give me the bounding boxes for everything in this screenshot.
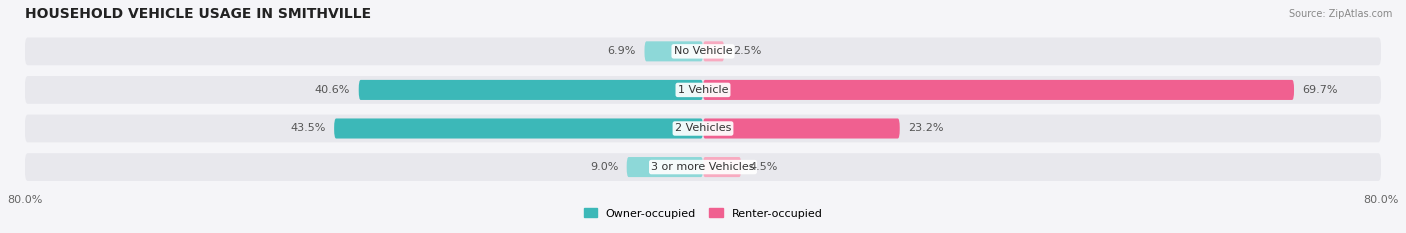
Text: No Vehicle: No Vehicle — [673, 46, 733, 56]
Text: 3 or more Vehicles: 3 or more Vehicles — [651, 162, 755, 172]
FancyBboxPatch shape — [644, 41, 703, 61]
Text: 43.5%: 43.5% — [290, 123, 326, 134]
Legend: Owner-occupied, Renter-occupied: Owner-occupied, Renter-occupied — [579, 204, 827, 223]
Text: 2 Vehicles: 2 Vehicles — [675, 123, 731, 134]
FancyBboxPatch shape — [703, 157, 741, 177]
Text: 1 Vehicle: 1 Vehicle — [678, 85, 728, 95]
FancyBboxPatch shape — [359, 80, 703, 100]
FancyBboxPatch shape — [703, 118, 900, 139]
Text: 6.9%: 6.9% — [607, 46, 636, 56]
FancyBboxPatch shape — [25, 38, 1381, 65]
FancyBboxPatch shape — [703, 41, 724, 61]
FancyBboxPatch shape — [25, 153, 1381, 181]
Text: 9.0%: 9.0% — [591, 162, 619, 172]
FancyBboxPatch shape — [25, 115, 1381, 142]
FancyBboxPatch shape — [25, 76, 1381, 104]
Text: HOUSEHOLD VEHICLE USAGE IN SMITHVILLE: HOUSEHOLD VEHICLE USAGE IN SMITHVILLE — [25, 7, 371, 21]
FancyBboxPatch shape — [335, 118, 703, 139]
Text: 23.2%: 23.2% — [908, 123, 943, 134]
Text: Source: ZipAtlas.com: Source: ZipAtlas.com — [1288, 9, 1392, 19]
Text: 2.5%: 2.5% — [733, 46, 761, 56]
Text: 40.6%: 40.6% — [315, 85, 350, 95]
FancyBboxPatch shape — [627, 157, 703, 177]
FancyBboxPatch shape — [703, 80, 1294, 100]
Text: 4.5%: 4.5% — [749, 162, 778, 172]
Text: 69.7%: 69.7% — [1302, 85, 1339, 95]
